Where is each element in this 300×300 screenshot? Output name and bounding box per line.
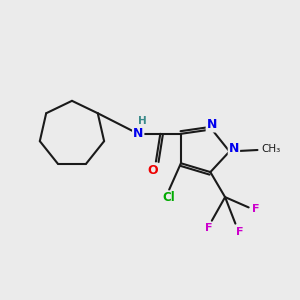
Text: N: N [229,142,239,155]
Text: O: O [147,164,158,176]
Text: F: F [205,223,213,233]
Text: Cl: Cl [163,191,175,205]
Text: N: N [133,127,143,140]
Text: H: H [138,116,147,126]
Text: F: F [236,227,244,237]
Text: F: F [252,204,260,214]
Text: N: N [207,118,217,131]
Text: CH₃: CH₃ [261,143,280,154]
